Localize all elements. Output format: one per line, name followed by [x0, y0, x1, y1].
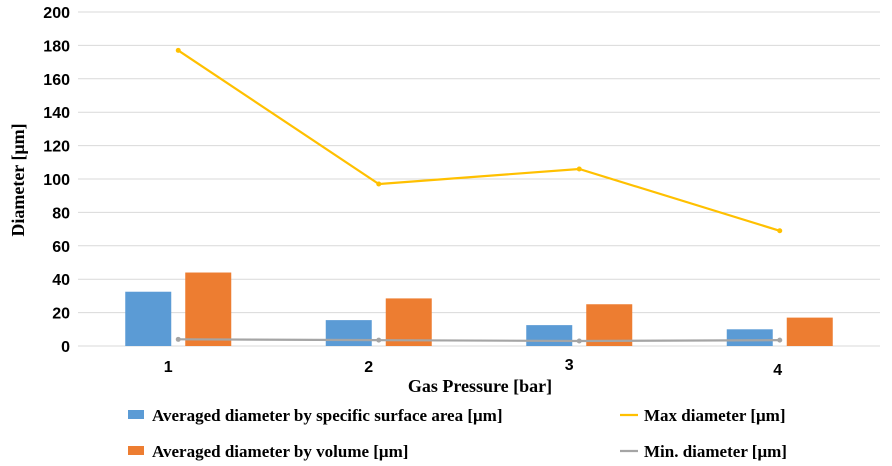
x-axis-title: Gas Pressure [bar] — [408, 376, 552, 396]
line-point — [175, 336, 181, 342]
y-tick-label: 20 — [52, 306, 70, 323]
y-tick-label: 60 — [52, 239, 70, 256]
legend-label: Max diameter [μm] — [644, 406, 786, 425]
bar — [786, 317, 833, 346]
line-point — [576, 166, 582, 172]
line-point — [376, 181, 382, 187]
bar — [325, 320, 372, 346]
x-tick-label: 4 — [773, 362, 782, 379]
line-point — [376, 337, 382, 343]
y-tick-label: 100 — [43, 172, 70, 189]
line-point — [576, 338, 582, 344]
legend-label: Averaged diameter by volume [μm] — [152, 442, 408, 461]
line-point — [777, 337, 783, 343]
legend-label: Min. diameter [μm] — [644, 442, 787, 461]
bar — [125, 291, 172, 346]
bars — [125, 272, 833, 346]
legend: Averaged diameter by specific surface ar… — [128, 406, 787, 461]
y-tick-label: 160 — [43, 72, 70, 89]
series-line — [177, 49, 781, 232]
line-point — [175, 47, 181, 53]
bar — [185, 272, 232, 346]
series-line — [178, 338, 780, 343]
bar — [726, 329, 773, 346]
x-axis-ticks: 1 2 3 4 — [164, 357, 783, 379]
y-tick-label: 200 — [43, 5, 70, 22]
x-tick-label: 2 — [364, 359, 373, 376]
bar — [385, 298, 432, 346]
legend-label: Averaged diameter by specific surface ar… — [152, 406, 502, 425]
y-tick-label: 140 — [43, 105, 70, 122]
x-tick-label: 1 — [164, 359, 173, 376]
legend-swatch — [128, 410, 144, 419]
y-axis-ticks: 0 20 40 60 80 100 120 140 160 180 200 — [43, 5, 70, 356]
y-axis-title: Diameter [μm] — [8, 123, 28, 236]
y-tick-label: 120 — [43, 139, 70, 156]
legend-swatch — [128, 446, 144, 455]
x-tick-label: 3 — [565, 357, 574, 374]
bar — [586, 304, 633, 346]
y-tick-label: 80 — [52, 205, 70, 222]
lines — [175, 47, 783, 344]
y-tick-label: 180 — [43, 38, 70, 55]
line-point — [777, 228, 783, 234]
y-tick-label: 40 — [52, 272, 70, 289]
bar — [526, 325, 573, 346]
y-tick-label: 0 — [61, 339, 70, 356]
